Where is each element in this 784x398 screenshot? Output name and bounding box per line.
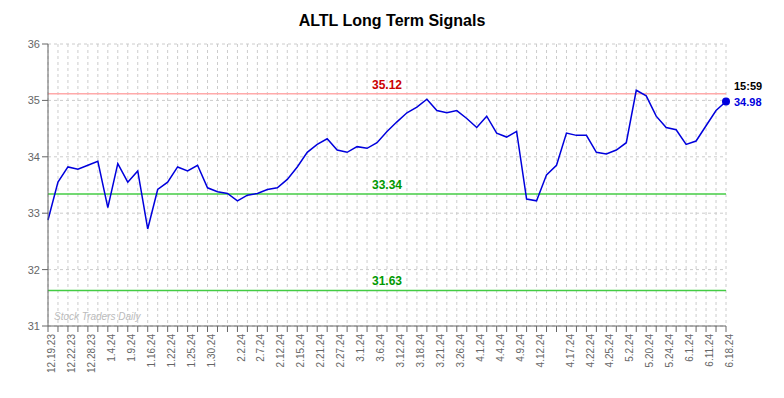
- svg-text:31.63: 31.63: [372, 274, 402, 288]
- svg-text:1.25.24: 1.25.24: [186, 334, 197, 368]
- svg-text:31: 31: [28, 320, 40, 332]
- svg-text:4.4.24: 4.4.24: [495, 334, 506, 362]
- svg-text:32: 32: [28, 264, 40, 276]
- svg-text:6.1.24: 6.1.24: [684, 334, 695, 362]
- svg-text:33: 33: [28, 207, 40, 219]
- svg-text:6.11.24: 6.11.24: [704, 334, 715, 367]
- svg-text:34.98: 34.98: [734, 96, 762, 108]
- svg-text:4.9.24: 4.9.24: [515, 334, 526, 362]
- html-text:ALTL Long Term Signals: ALTL Long Term Signals: [298, 12, 486, 29]
- svg-text:4.25.24: 4.25.24: [604, 334, 615, 368]
- svg-text:1.16.24: 1.16.24: [146, 334, 157, 368]
- svg-text:33.34: 33.34: [372, 178, 402, 192]
- svg-text:2.21.24: 2.21.24: [315, 334, 326, 368]
- svg-text:3.21.24: 3.21.24: [435, 334, 446, 368]
- svg-text:34: 34: [28, 151, 40, 163]
- svg-text:35.12: 35.12: [372, 78, 402, 92]
- svg-text:12.19.23: 12.19.23: [46, 334, 57, 373]
- svg-text:1.9.24: 1.9.24: [126, 334, 137, 362]
- svg-text:3.12.24: 3.12.24: [395, 334, 406, 368]
- svg-text:1.22.24: 1.22.24: [166, 334, 177, 368]
- svg-text:3.6.24: 3.6.24: [375, 334, 386, 362]
- svg-text:5.2.24: 5.2.24: [624, 334, 635, 362]
- svg-text:4.17.24: 4.17.24: [565, 334, 576, 368]
- svg-text:6.18.24: 6.18.24: [724, 334, 735, 368]
- svg-text:5.20.24: 5.20.24: [644, 334, 655, 368]
- svg-text:1.4.24: 1.4.24: [106, 334, 117, 362]
- svg-text:Stock Traders Daily: Stock Traders Daily: [54, 311, 142, 322]
- svg-text:12.28.23: 12.28.23: [86, 334, 97, 373]
- svg-text:2.2.24: 2.2.24: [236, 334, 247, 362]
- svg-text:5.24.24: 5.24.24: [664, 334, 675, 368]
- svg-text:3.1.24: 3.1.24: [355, 334, 366, 362]
- svg-text:3.26.24: 3.26.24: [455, 334, 466, 368]
- svg-text:3.18.24: 3.18.24: [415, 334, 426, 368]
- svg-text:4.22.24: 4.22.24: [585, 334, 596, 368]
- svg-text:35: 35: [28, 94, 40, 106]
- svg-text:2.7.24: 2.7.24: [255, 334, 266, 362]
- svg-text:15:59: 15:59: [734, 80, 762, 92]
- svg-text:4.12.24: 4.12.24: [535, 334, 546, 368]
- svg-text:2.27.24: 2.27.24: [335, 334, 346, 368]
- svg-text:1.30.24: 1.30.24: [206, 334, 217, 368]
- svg-text:4.1.24: 4.1.24: [475, 334, 486, 362]
- svg-text:2.15.24: 2.15.24: [295, 334, 306, 368]
- svg-text:2.12.24: 2.12.24: [275, 334, 286, 368]
- svg-text:36: 36: [28, 38, 40, 50]
- svg-text:12.22.23: 12.22.23: [66, 334, 77, 373]
